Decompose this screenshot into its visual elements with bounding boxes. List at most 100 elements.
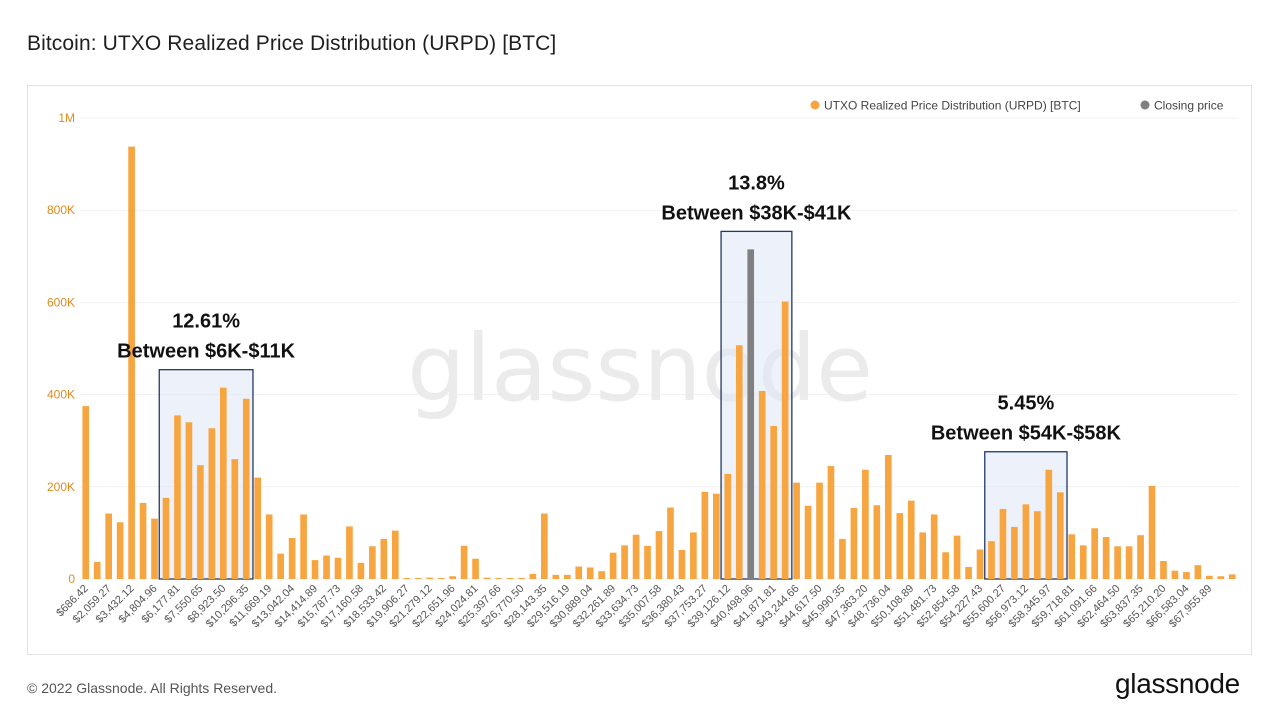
urpd-bar[interactable] <box>231 459 239 579</box>
urpd-bar[interactable] <box>873 505 881 579</box>
urpd-bar[interactable] <box>197 465 204 579</box>
urpd-bar[interactable] <box>1068 534 1076 579</box>
urpd-bar[interactable] <box>277 553 284 579</box>
urpd-bar[interactable] <box>460 545 468 579</box>
urpd-bar[interactable] <box>380 538 388 579</box>
urpd-bar[interactable] <box>621 545 628 579</box>
urpd-bar[interactable] <box>770 425 777 579</box>
urpd-bar[interactable] <box>667 507 674 579</box>
urpd-bar[interactable] <box>609 552 617 579</box>
urpd-bar[interactable] <box>242 398 250 579</box>
urpd-bar[interactable] <box>999 508 1007 579</box>
urpd-bar[interactable] <box>1194 565 1202 579</box>
urpd-bar[interactable] <box>598 571 605 579</box>
urpd-bar[interactable] <box>1217 576 1225 579</box>
urpd-bar[interactable] <box>563 574 571 579</box>
urpd-bar[interactable] <box>1160 561 1167 579</box>
urpd-bar[interactable] <box>988 541 995 579</box>
urpd-bar[interactable] <box>896 513 904 579</box>
urpd-bar[interactable] <box>162 497 170 579</box>
urpd-bar[interactable] <box>1171 570 1179 579</box>
urpd-bar[interactable] <box>151 518 158 579</box>
urpd-bar[interactable] <box>678 549 686 579</box>
urpd-bar[interactable] <box>391 530 399 579</box>
urpd-bar[interactable] <box>953 535 961 579</box>
urpd-bar[interactable] <box>827 466 835 579</box>
urpd-bar[interactable] <box>1125 546 1133 579</box>
urpd-bar[interactable] <box>265 514 273 579</box>
urpd-bar[interactable] <box>1045 469 1053 579</box>
urpd-bar[interactable] <box>185 422 193 579</box>
urpd-bar[interactable] <box>1148 485 1156 579</box>
legend-label-urpd[interactable]: UTXO Realized Price Distribution (URPD) … <box>824 99 1081 113</box>
urpd-bar[interactable] <box>449 576 456 579</box>
urpd-bar[interactable] <box>1137 535 1144 579</box>
urpd-bar[interactable] <box>472 558 479 579</box>
urpd-bar[interactable] <box>632 534 640 579</box>
urpd-bar[interactable] <box>804 505 812 579</box>
urpd-bar[interactable] <box>816 482 823 579</box>
urpd-bar[interactable] <box>1206 575 1213 579</box>
urpd-bar[interactable] <box>357 562 365 579</box>
urpd-bar[interactable] <box>346 526 353 579</box>
urpd-bar[interactable] <box>82 406 90 579</box>
urpd-bar[interactable] <box>965 567 972 579</box>
urpd-bar[interactable] <box>907 500 915 579</box>
urpd-bar[interactable] <box>300 514 307 579</box>
legend-label-closing[interactable]: Closing price <box>1154 99 1224 113</box>
urpd-bar[interactable] <box>1079 545 1087 579</box>
urpd-bar[interactable] <box>334 557 342 579</box>
glassnode-logo[interactable]: glassnode <box>1115 668 1240 699</box>
urpd-bar[interactable] <box>506 578 514 579</box>
urpd-bar[interactable] <box>976 549 984 579</box>
urpd-bar[interactable] <box>850 508 858 579</box>
closing-price-bar[interactable] <box>747 249 755 579</box>
urpd-bar[interactable] <box>105 513 112 579</box>
urpd-bar[interactable] <box>586 567 594 579</box>
urpd-bar[interactable] <box>942 552 949 579</box>
urpd-bar[interactable] <box>403 578 411 579</box>
urpd-bar[interactable] <box>655 531 663 579</box>
urpd-bar[interactable] <box>690 532 697 579</box>
urpd-bar[interactable] <box>1183 572 1190 579</box>
urpd-bar[interactable] <box>311 560 319 579</box>
urpd-bar[interactable] <box>541 513 548 579</box>
urpd-bar[interactable] <box>93 561 101 579</box>
urpd-bar[interactable] <box>288 537 296 579</box>
urpd-bar[interactable] <box>116 522 124 579</box>
urpd-bar[interactable] <box>793 482 800 579</box>
urpd-bar[interactable] <box>208 428 216 579</box>
urpd-bar[interactable] <box>426 577 434 579</box>
urpd-bar[interactable] <box>1102 537 1110 579</box>
urpd-bar[interactable] <box>884 454 892 579</box>
urpd-bar[interactable] <box>495 578 502 579</box>
urpd-bar[interactable] <box>254 477 262 579</box>
urpd-bar[interactable] <box>139 502 147 579</box>
legend[interactable]: UTXO Realized Price Distribution (URPD) … <box>810 99 1224 113</box>
urpd-bar[interactable] <box>781 301 789 579</box>
urpd-bar[interactable] <box>839 538 846 579</box>
urpd-bar[interactable] <box>518 578 525 579</box>
urpd-bar[interactable] <box>369 546 376 579</box>
urpd-bar[interactable] <box>862 469 869 579</box>
urpd-bar[interactable] <box>930 514 938 579</box>
urpd-bar[interactable] <box>701 491 709 579</box>
urpd-bar[interactable] <box>758 390 766 579</box>
urpd-bar[interactable] <box>1228 574 1236 579</box>
urpd-bar[interactable] <box>1091 528 1099 579</box>
urpd-bar[interactable] <box>323 555 330 579</box>
urpd-bar[interactable] <box>713 493 720 579</box>
urpd-bar[interactable] <box>552 574 560 579</box>
urpd-bar[interactable] <box>437 578 445 579</box>
urpd-bar[interactable] <box>919 532 927 579</box>
urpd-bar[interactable] <box>735 345 743 579</box>
urpd-bar[interactable] <box>1034 511 1041 579</box>
urpd-bar[interactable] <box>174 415 181 579</box>
urpd-bar[interactable] <box>724 473 732 579</box>
urpd-bar[interactable] <box>128 146 135 579</box>
urpd-bar[interactable] <box>529 573 537 579</box>
urpd-bar[interactable] <box>219 387 227 579</box>
urpd-bar[interactable] <box>1056 492 1064 579</box>
urpd-bar[interactable] <box>575 566 583 579</box>
urpd-bar[interactable] <box>644 545 651 579</box>
